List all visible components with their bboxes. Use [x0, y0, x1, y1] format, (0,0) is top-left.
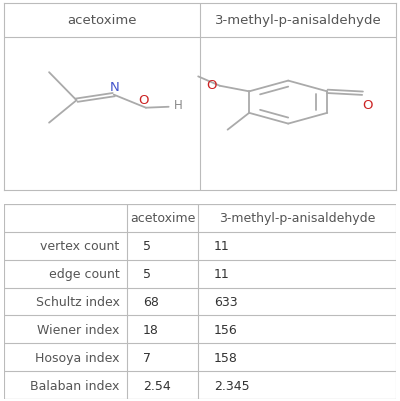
Text: 5: 5 — [143, 267, 151, 280]
Text: 3-methyl-p-anisaldehyde: 3-methyl-p-anisaldehyde — [215, 14, 381, 27]
Text: acetoxime: acetoxime — [130, 212, 196, 225]
Text: O: O — [362, 99, 372, 111]
Text: 2.54: 2.54 — [143, 379, 171, 392]
Text: 68: 68 — [143, 295, 159, 308]
Text: 11: 11 — [214, 240, 230, 253]
Text: 633: 633 — [214, 295, 237, 308]
Text: 156: 156 — [214, 323, 238, 336]
Text: 5: 5 — [143, 240, 151, 253]
Text: Hosoya index: Hosoya index — [35, 351, 120, 364]
Text: 11: 11 — [214, 267, 230, 280]
Text: vertex count: vertex count — [40, 240, 120, 253]
Text: acetoxime: acetoxime — [67, 14, 137, 27]
Text: edge count: edge count — [49, 267, 120, 280]
Text: Wiener index: Wiener index — [37, 323, 120, 336]
Text: 158: 158 — [214, 351, 238, 364]
Text: Balaban index: Balaban index — [30, 379, 120, 392]
Text: 2.345: 2.345 — [214, 379, 249, 392]
Text: O: O — [139, 93, 149, 107]
Text: Schultz index: Schultz index — [36, 295, 120, 308]
Text: 7: 7 — [143, 351, 151, 364]
Text: 3-methyl-p-anisaldehyde: 3-methyl-p-anisaldehyde — [219, 212, 375, 225]
Text: N: N — [109, 81, 119, 93]
Text: H: H — [174, 99, 183, 112]
Text: O: O — [206, 79, 216, 92]
Text: 18: 18 — [143, 323, 159, 336]
